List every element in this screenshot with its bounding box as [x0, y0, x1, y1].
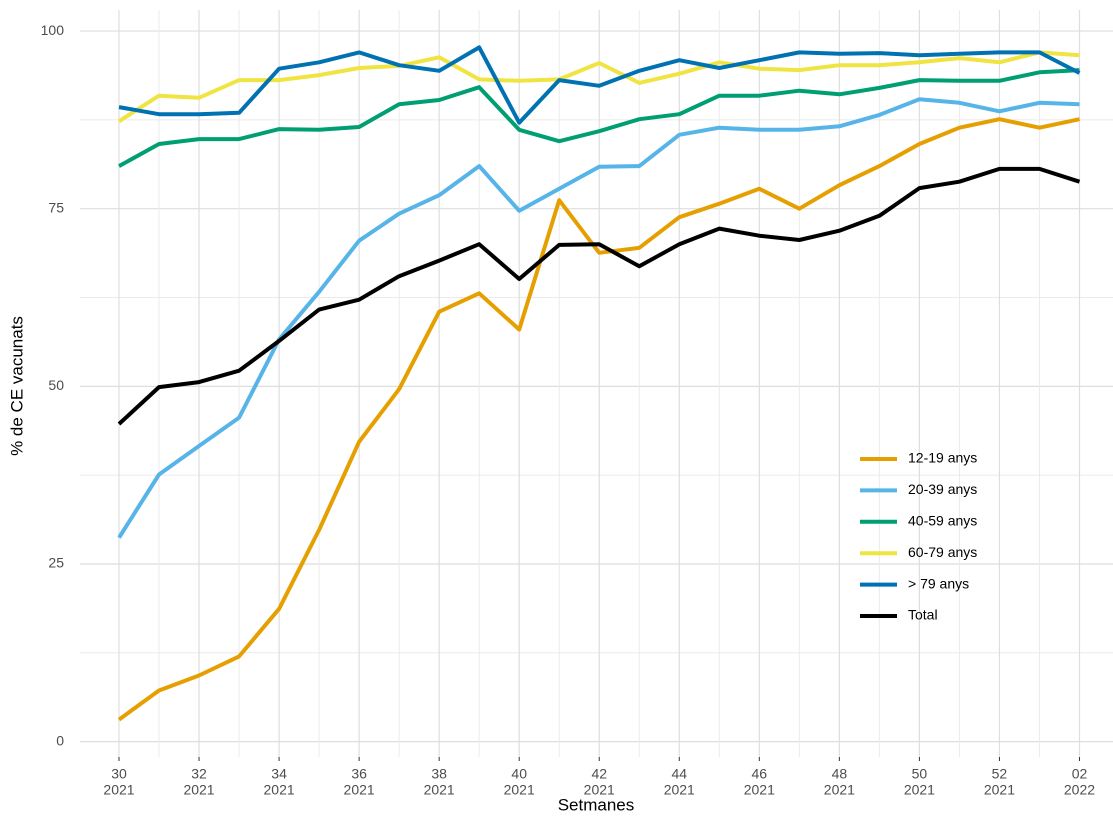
series-line — [117, 117, 1080, 722]
legend-label: 60-79 anys — [908, 544, 977, 560]
x-tick-label: 38 — [431, 766, 447, 782]
legend-label: 20-39 anys — [908, 481, 977, 497]
x-tick-label: 30 — [111, 766, 127, 782]
x-tick-label: 2021 — [744, 782, 775, 798]
x-tick-label: 32 — [191, 766, 207, 782]
x-tick-label: 34 — [271, 766, 287, 782]
x-tick-label: 36 — [351, 766, 367, 782]
x-tick-label: 2021 — [824, 782, 855, 798]
x-tick-label: 50 — [912, 766, 928, 782]
x-tick-label: 2022 — [1064, 782, 1095, 798]
x-tick-label: 52 — [992, 766, 1008, 782]
x-tick-label: 2021 — [424, 782, 455, 798]
series-line — [118, 68, 1080, 168]
x-tick-label: 46 — [752, 766, 768, 782]
x-tick-label: 44 — [671, 766, 687, 782]
x-tick-label: 2021 — [264, 782, 295, 798]
legend-label: Total — [908, 607, 938, 623]
x-tick-label: 2021 — [504, 782, 535, 798]
y-axis-title: % de CE vacunats — [7, 316, 26, 456]
x-tick-label: 2021 — [183, 782, 214, 798]
x-tick-label: 2021 — [984, 782, 1015, 798]
x-tick-label: 02 — [1072, 766, 1088, 782]
y-tick-label: 75 — [48, 199, 64, 215]
y-tick-label: 50 — [48, 377, 64, 393]
grid — [80, 10, 1113, 761]
x-axis-title: Setmanes — [558, 795, 635, 814]
series-line — [117, 166, 1081, 426]
x-tick-label: 2021 — [664, 782, 695, 798]
legend-label: > 79 anys — [908, 575, 969, 591]
series-line — [118, 45, 1081, 125]
x-tick-label: 40 — [511, 766, 527, 782]
x-tick-label: 42 — [591, 766, 607, 782]
x-tick-label: 2021 — [584, 782, 615, 798]
x-tick-label: 2021 — [344, 782, 375, 798]
legend-label: 40-59 anys — [908, 513, 977, 529]
x-tick-label: 2021 — [904, 782, 935, 798]
series-line — [117, 50, 1080, 123]
y-tick-label: 100 — [41, 22, 65, 38]
y-tick-label: 0 — [56, 732, 64, 748]
x-tick-label: 48 — [832, 766, 848, 782]
lines — [117, 45, 1081, 722]
x-tick-label: 2021 — [103, 782, 134, 798]
y-tick-label: 25 — [48, 555, 64, 571]
legend-label: 12-19 anys — [908, 450, 977, 466]
